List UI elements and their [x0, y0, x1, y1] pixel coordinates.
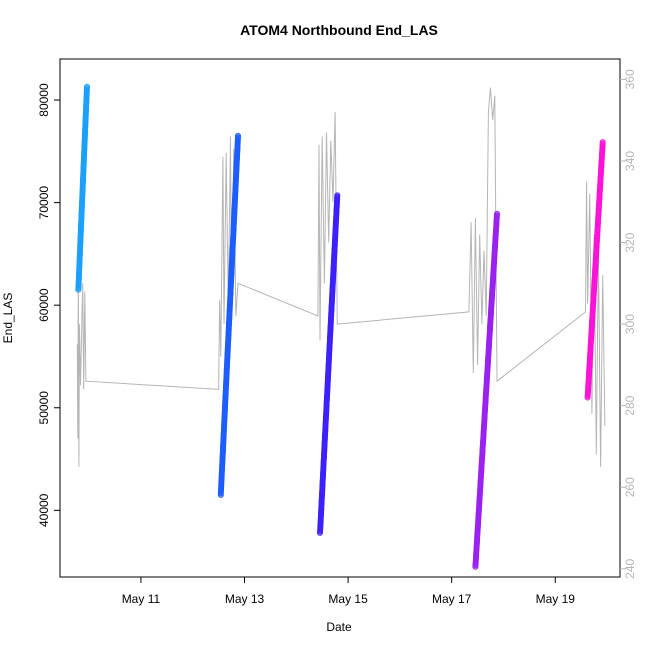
- x-tick-label: May 15: [328, 592, 368, 606]
- y-tick-label: 60000: [37, 288, 51, 322]
- y2-tick-label: 360: [623, 69, 637, 89]
- x-axis-label: Date: [326, 620, 352, 634]
- secondary-line: [76, 87, 606, 467]
- plot-frame: [59, 58, 621, 578]
- chart-title: ATOM4 Northbound End_LAS: [240, 22, 438, 38]
- y2-tick-label: 240: [623, 559, 637, 579]
- x-tick-label: May 11: [122, 592, 161, 606]
- y-tick-label: 80000: [37, 83, 51, 117]
- y2-tick-label: 320: [623, 232, 637, 252]
- y2-tick-label: 340: [623, 151, 637, 171]
- y-tick-label: 50000: [37, 391, 51, 425]
- series-0-point: [84, 83, 91, 90]
- series-3-point: [493, 210, 500, 217]
- y-axis-label: End_LAS: [1, 293, 15, 344]
- y-tick-label: 70000: [37, 186, 51, 220]
- series-1-point: [234, 132, 241, 139]
- secondary-line-layer: [76, 87, 606, 467]
- y-tick-label: 40000: [37, 493, 51, 527]
- series-4-point: [599, 139, 606, 146]
- x-tick-label: May 19: [536, 592, 576, 606]
- axis-layer: May 11 May 13 May 15 May 17 May 19 40000 50000…: [37, 69, 637, 606]
- series-2-point: [334, 192, 341, 199]
- x-tick-label: May 17: [432, 592, 472, 606]
- y2-tick-label: 280: [623, 395, 637, 415]
- y2-tick-label: 260: [623, 477, 637, 497]
- x-tick-label: May 13: [225, 592, 265, 606]
- series-layer: [75, 83, 606, 570]
- y2-tick-label: 300: [623, 314, 637, 334]
